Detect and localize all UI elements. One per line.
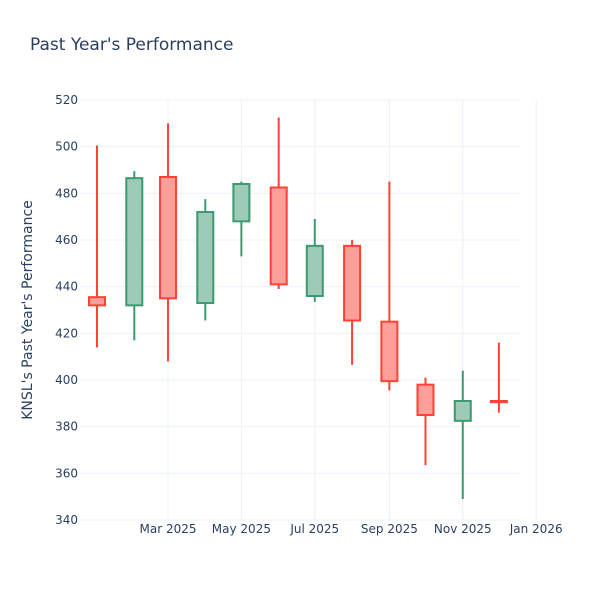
candle-body	[305, 244, 324, 297]
candle-body	[489, 400, 508, 404]
candle	[343, 240, 362, 365]
x-tick-label: Mar 2025	[139, 522, 196, 536]
y-tick-label: 360	[55, 466, 78, 480]
candle	[125, 171, 144, 341]
candle	[232, 181, 251, 257]
candle	[416, 377, 435, 466]
y-tick-label: 340	[55, 513, 78, 527]
candle	[158, 123, 177, 362]
candle-body	[269, 186, 288, 286]
candle	[453, 370, 472, 499]
y-tick-label: 380	[55, 420, 78, 434]
x-tick-label: May 2025	[212, 522, 271, 536]
y-axis: 340 360 380 400 420 440 460 480 500 520	[55, 93, 78, 527]
candle-body	[125, 177, 144, 307]
candle-body	[88, 296, 106, 307]
y-tick-label: 480	[55, 186, 78, 200]
candle	[305, 219, 324, 302]
candle-body	[416, 383, 435, 416]
candle	[88, 145, 106, 348]
candle	[196, 199, 215, 321]
x-axis: Mar 2025 May 2025 Jul 2025 Sep 2025 Nov 2025…	[139, 522, 562, 536]
candle-body	[232, 183, 251, 223]
y-tick-label: 420	[55, 326, 78, 340]
candle	[269, 117, 288, 289]
x-tick-label: Jan 2026	[509, 522, 563, 536]
x-tick-label: Nov 2025	[434, 522, 492, 536]
chart-title: Past Year's Performance	[30, 35, 234, 55]
y-tick-label: 440	[55, 280, 78, 294]
grid	[80, 99, 537, 521]
candle-body	[196, 211, 215, 304]
x-tick-label: Jul 2025	[289, 522, 339, 536]
candles	[88, 117, 508, 499]
candle-body	[380, 320, 399, 383]
candle-body	[158, 176, 177, 300]
candle	[489, 342, 508, 413]
candle-body	[453, 400, 472, 422]
y-tick-label: 500	[55, 140, 78, 154]
y-axis-title: KNSL's Past Year's Performance	[20, 200, 36, 420]
y-tick-label: 400	[55, 373, 78, 387]
x-tick-label: Sep 2025	[361, 522, 418, 536]
y-tick-label: 460	[55, 233, 78, 247]
candle-body	[343, 244, 362, 322]
y-tick-label: 520	[55, 93, 78, 107]
candle	[380, 181, 399, 391]
